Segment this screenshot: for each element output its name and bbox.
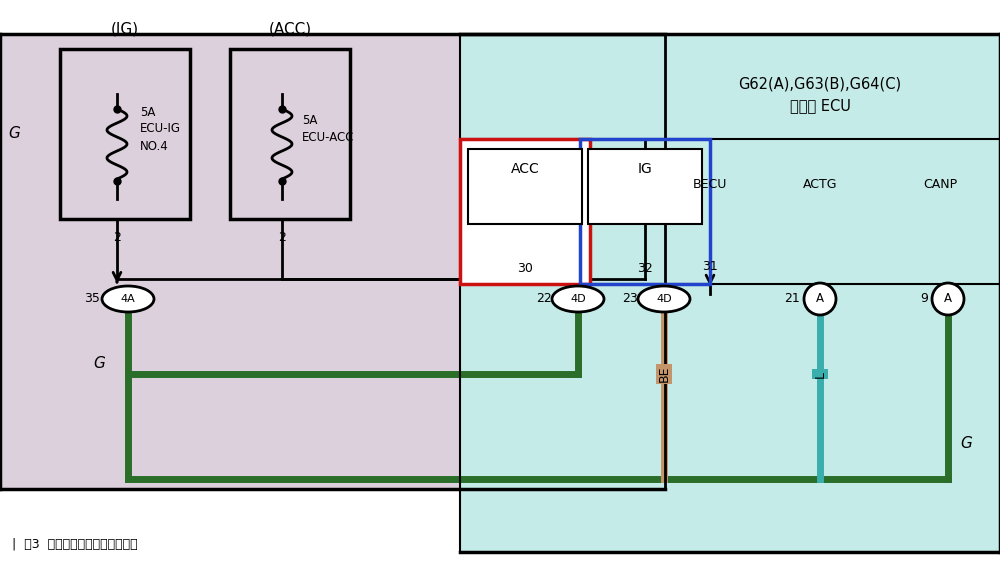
Bar (460, 139, 590, 284)
Text: 30: 30 (517, 262, 533, 276)
Text: IG: IG (638, 162, 652, 176)
Text: BE: BE (658, 366, 670, 382)
Text: G: G (93, 356, 105, 371)
Text: 22: 22 (536, 293, 552, 305)
Bar (60, 49, 190, 219)
Text: 2: 2 (113, 231, 121, 244)
Text: BECU: BECU (693, 177, 727, 191)
Text: L: L (814, 370, 826, 378)
Text: (ACC): (ACC) (268, 22, 312, 37)
Text: (IG): (IG) (111, 22, 139, 37)
Text: 23: 23 (622, 293, 638, 305)
Ellipse shape (638, 286, 690, 312)
Text: |  图3  主车身控制单元板的供电图: | 图3 主车身控制单元板的供电图 (12, 537, 138, 550)
Ellipse shape (552, 286, 604, 312)
Text: ACC: ACC (511, 162, 539, 176)
Text: 4A: 4A (121, 294, 135, 304)
Bar (230, 49, 350, 219)
Text: 4D: 4D (570, 294, 586, 304)
Text: 4D: 4D (656, 294, 672, 304)
Bar (588, 149, 702, 224)
Circle shape (804, 283, 836, 315)
Text: 2: 2 (278, 231, 286, 244)
Text: 32: 32 (637, 262, 653, 276)
Text: 5A
ECU-IG
NO.4: 5A ECU-IG NO.4 (140, 106, 181, 153)
Ellipse shape (102, 286, 154, 312)
Text: CANP: CANP (923, 177, 957, 191)
Text: G: G (960, 436, 972, 452)
Text: 21: 21 (784, 293, 800, 305)
Text: A: A (816, 293, 824, 305)
Bar (460, 34, 1000, 552)
Text: G62(A),G63(B),G64(C): G62(A),G63(B),G64(C) (738, 76, 902, 91)
Bar (580, 139, 710, 284)
Bar (0, 34, 665, 489)
Text: G: G (8, 126, 20, 142)
Text: 9: 9 (920, 293, 928, 305)
Text: 35: 35 (84, 293, 100, 305)
Text: A: A (944, 293, 952, 305)
Text: 31: 31 (702, 259, 718, 273)
Text: 5A
ECU-ACC: 5A ECU-ACC (302, 114, 354, 144)
Text: 主车身 ECU: 主车身 ECU (790, 99, 850, 114)
Circle shape (932, 283, 964, 315)
Bar (468, 149, 582, 224)
Text: ACTG: ACTG (803, 177, 837, 191)
